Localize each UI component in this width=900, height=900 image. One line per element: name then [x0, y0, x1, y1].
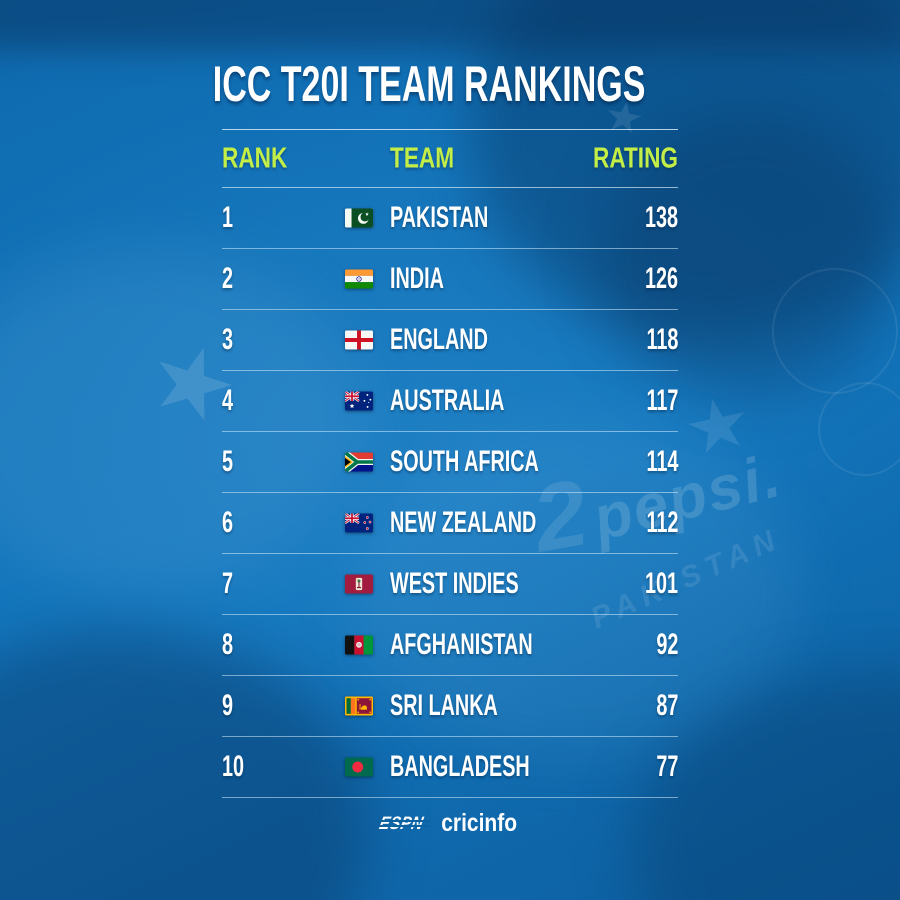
table-body: 1 PAKISTAN 138 2 INDIA 126 3 ENGLAND 118… [222, 188, 678, 798]
table-row: 5 SOUTH AFRICA 114 [222, 432, 678, 493]
rank-value: 4 [222, 384, 234, 417]
table-row: 6 NEW ZEALAND 112 [222, 493, 678, 554]
table-row: 9 SRI LANKA 87 [222, 676, 678, 737]
rank-value: 10 [222, 750, 245, 783]
rating-value: 114 [646, 445, 678, 478]
rank-value: 3 [222, 323, 234, 356]
pakistan-flag-icon [345, 208, 373, 228]
title-wrap: ICC T20I TEAM RANKINGS [201, 38, 657, 129]
team-name: WEST INDIES [390, 567, 519, 600]
team-name: SOUTH AFRICA [390, 445, 539, 478]
team-name: INDIA [390, 262, 444, 295]
rank-value: 6 [222, 506, 234, 539]
team-name: NEW ZEALAND [390, 506, 537, 539]
table-row: 2 INDIA 126 [222, 249, 678, 310]
south-africa-flag-icon [345, 452, 373, 472]
page-title: ICC T20I TEAM RANKINGS [212, 55, 646, 112]
table-row: 10 BANGLADESH 77 [222, 737, 678, 798]
sri-lanka-flag-icon [345, 696, 373, 716]
rating-value: 77 [655, 750, 678, 783]
england-flag-icon [345, 330, 373, 350]
rank-value: 9 [222, 689, 234, 722]
team-name: PAKISTAN [390, 201, 489, 234]
table-row: 1 PAKISTAN 138 [222, 188, 678, 249]
rating-value: 118 [646, 323, 678, 356]
rank-value: 7 [222, 567, 234, 600]
table-row: 4 AUSTRALIA 117 [222, 371, 678, 432]
team-name: AUSTRALIA [390, 384, 505, 417]
australia-flag-icon [345, 391, 373, 411]
rank-value: 8 [222, 628, 234, 661]
cricinfo-wordmark: cricinfo [441, 808, 517, 837]
table-row: 3 ENGLAND 118 [222, 310, 678, 371]
footer-brand: ESPN cricinfo [222, 804, 678, 842]
rankings-table: RANK TEAM RATING 1 PAKISTAN 138 2 INDIA … [222, 129, 678, 798]
new-zealand-flag-icon [345, 513, 373, 533]
ring-decoration-icon [772, 268, 898, 394]
india-flag-icon [345, 269, 373, 289]
bangladesh-flag-icon [345, 757, 373, 777]
rating-value: 117 [646, 384, 678, 417]
rank-value: 2 [222, 262, 234, 295]
west-indies-flag-icon [345, 574, 373, 594]
rating-value: 92 [655, 628, 678, 661]
team-name: AFGHANISTAN [390, 628, 533, 661]
header-rank: RANK [222, 142, 288, 174]
rating-value: 138 [644, 201, 678, 234]
afghanistan-flag-icon [345, 635, 373, 655]
rating-value: 101 [644, 567, 678, 600]
table-header: RANK TEAM RATING [222, 129, 678, 188]
table-row: 8 AFGHANISTAN 92 [222, 615, 678, 676]
rank-value: 1 [222, 201, 234, 234]
rating-value: 87 [655, 689, 678, 722]
table-row: 7 WEST INDIES 101 [222, 554, 678, 615]
ring-decoration-small-icon [818, 382, 900, 476]
header-rating: RATING [592, 142, 678, 174]
star-decoration-right-icon [683, 392, 754, 460]
rank-value: 5 [222, 445, 234, 478]
espn-logo: ESPN [373, 813, 429, 833]
team-name: ENGLAND [390, 323, 488, 356]
team-name: SRI LANKA [390, 689, 498, 722]
rating-value: 112 [646, 506, 678, 539]
rating-value: 126 [644, 262, 678, 295]
header-team: TEAM [390, 142, 455, 174]
team-name: BANGLADESH [390, 750, 530, 783]
